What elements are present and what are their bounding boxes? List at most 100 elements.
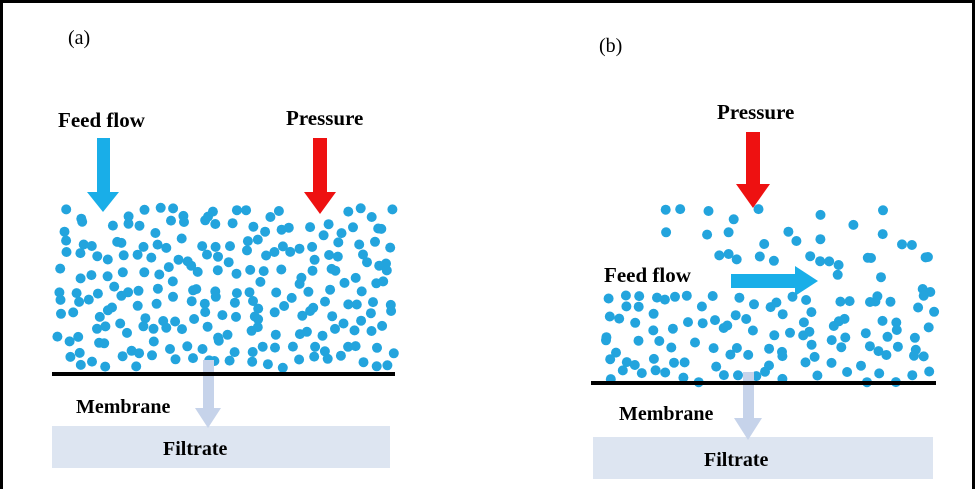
panel-a-particle — [140, 313, 151, 324]
panel-a-particle — [248, 221, 259, 232]
panel-b: (b) Pressure Feed flow Membrane Filtrate — [591, 35, 940, 479]
panel-b-membrane-label: Membrane — [619, 403, 714, 425]
panel-b-particle — [667, 323, 678, 334]
panel-b-particle — [749, 299, 759, 310]
panel-b-particle — [768, 255, 779, 266]
panel-a-particle — [75, 273, 86, 284]
panel-a-particle — [385, 242, 396, 253]
panel-a-particle — [74, 296, 85, 307]
panel-a-particle — [117, 267, 128, 278]
panel-a-particle — [258, 266, 269, 277]
panel-b-particle — [648, 308, 659, 319]
panel-a-particle — [310, 341, 321, 352]
panel-b-particle — [754, 251, 765, 262]
panel-b-particle — [909, 332, 920, 343]
panel-a-particle — [92, 288, 103, 299]
panel-b-particle — [862, 252, 873, 263]
panel-a-filtrate-box — [52, 426, 390, 468]
panel-b-particle — [909, 350, 919, 361]
panel-a-particle — [388, 348, 399, 359]
panel-b-particle — [660, 367, 671, 378]
panel-a-particle — [294, 354, 305, 365]
panel-a-particle — [283, 222, 294, 233]
panel-a-particle — [378, 276, 389, 287]
panel-b-filtrate-arrow — [734, 372, 762, 440]
panel-a-particle — [376, 223, 387, 234]
panel-a-particle — [173, 254, 184, 265]
panel-b-particle — [731, 254, 742, 265]
panel-a-pressure-arrow — [304, 138, 336, 214]
panel-b-pressure-label: Pressure — [717, 100, 794, 124]
panel-a-particle — [355, 203, 366, 214]
panel-a-label: (a) — [68, 27, 90, 49]
panel-a-particle — [122, 327, 132, 338]
panel-a-particles — [52, 202, 399, 373]
panel-a-particle — [102, 271, 113, 282]
panel-b-particle — [734, 292, 745, 303]
panel-b-particle — [659, 294, 670, 305]
panel-a-particle — [132, 249, 143, 260]
panel-a-particle — [116, 237, 127, 248]
panel-a-particle — [186, 260, 197, 271]
panel-b-particle — [769, 330, 780, 341]
panel-a-particle — [336, 228, 347, 239]
panel-b-feed-flow-arrow — [731, 266, 818, 296]
panel-a-particle — [150, 228, 161, 238]
panel-a-particle — [61, 247, 72, 257]
panel-b-particle — [711, 361, 722, 372]
panel-a-particle — [71, 288, 82, 299]
panel-a-particle — [94, 311, 105, 322]
panel-a-particle — [325, 284, 336, 295]
panel-a-particle — [75, 359, 86, 370]
panel-b-particle — [864, 341, 875, 352]
panel-a-particle — [350, 272, 361, 283]
panel-a-particle — [132, 300, 143, 311]
panel-a-particle — [358, 357, 369, 368]
panel-b-particle — [800, 357, 811, 368]
panel-a-particle — [107, 220, 118, 231]
panel-a-particle — [154, 269, 165, 280]
panel-b-particle — [654, 336, 665, 346]
panel-a-particle — [343, 299, 354, 310]
panel-b-particle — [791, 236, 802, 246]
panel-b-pressure-arrow — [736, 132, 770, 208]
panel-b-particle — [815, 256, 826, 267]
panel-a-particle — [271, 287, 282, 298]
panel-a-particle — [287, 341, 298, 352]
panel-a-particle — [279, 301, 290, 311]
panel-a-particle — [270, 342, 280, 353]
panel-a-particle — [332, 251, 343, 262]
panel-a-particle — [179, 217, 189, 227]
panel-a-particle — [320, 296, 330, 307]
panel-a-particle — [229, 347, 240, 358]
panel-b-particle — [826, 335, 837, 346]
panel-b-particle — [670, 291, 680, 302]
panel-b-particle — [923, 322, 934, 333]
panel-b-particle — [798, 317, 809, 328]
panel-b-particle — [815, 209, 826, 220]
panel-a-particle — [330, 323, 340, 334]
panel-b-particle — [913, 302, 924, 313]
panel-a-particle — [139, 267, 150, 278]
panel-a-particle — [170, 316, 181, 327]
panel-a-particle — [366, 212, 377, 222]
panel-b-particle — [679, 357, 690, 368]
panel-b-particle — [630, 317, 641, 328]
panel-a-particle — [229, 297, 240, 308]
panel-b-particle — [833, 260, 844, 270]
panel-a-particle — [381, 265, 392, 276]
panel-b-particle — [865, 297, 875, 307]
panel-b-particle — [812, 370, 823, 381]
panel-b-particle — [614, 313, 625, 324]
panel-a-particle — [191, 284, 202, 295]
panel-a-particle — [147, 350, 157, 361]
panel-a-particle — [92, 323, 102, 334]
panel-a-particle — [177, 324, 187, 335]
panel-a-particle — [64, 336, 75, 347]
panel-b-particle — [703, 206, 714, 216]
panel-a-feed-flow-arrow — [87, 138, 119, 212]
panel-b-particle — [617, 365, 628, 376]
panel-a-particle — [305, 222, 316, 233]
panel-b-particle — [605, 354, 616, 365]
panel-a-particle — [269, 307, 280, 318]
